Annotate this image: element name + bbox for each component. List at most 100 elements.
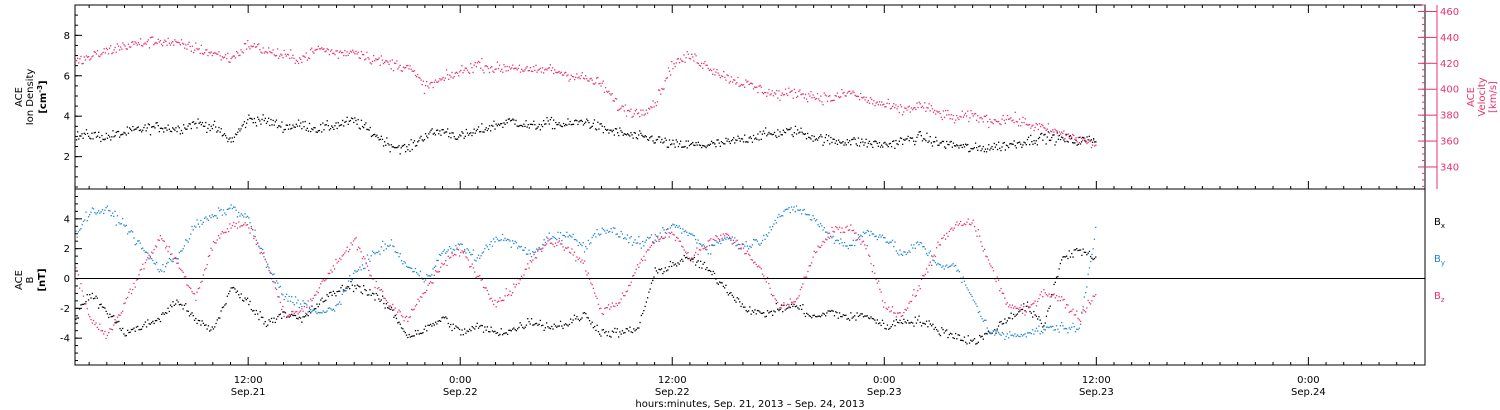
velocity-point (656, 101, 659, 103)
velocity-point (996, 121, 999, 123)
by-point (698, 243, 701, 245)
velocity-point (830, 100, 832, 102)
velocity-point (1044, 127, 1046, 129)
velocity-point (692, 56, 694, 58)
velocity-point (925, 110, 927, 112)
bz-point (405, 315, 408, 317)
by-point (831, 237, 833, 239)
by-point (387, 245, 389, 247)
velocity-point (1077, 136, 1079, 139)
velocity-point (419, 77, 421, 79)
bz-point (388, 305, 390, 307)
bz-point (1050, 296, 1053, 298)
density-point (597, 121, 599, 123)
velocity-point (1020, 125, 1022, 127)
density-point (469, 132, 471, 135)
density-point (413, 140, 416, 142)
by-point (363, 267, 365, 270)
bz-point (460, 251, 462, 254)
bx-point (908, 322, 910, 324)
density-point (440, 134, 442, 136)
density-point (527, 124, 529, 126)
bx-point (1030, 312, 1032, 314)
bz-point (640, 258, 642, 260)
velocity-point (122, 42, 124, 44)
bz-point (476, 275, 478, 278)
bz-point (301, 308, 303, 310)
density-point (772, 133, 775, 135)
by-point (636, 242, 639, 244)
bx-point (374, 299, 376, 301)
density-point (628, 134, 630, 136)
by-point (215, 215, 217, 217)
by-point (775, 222, 777, 224)
density-point (907, 135, 909, 138)
bz-point (592, 287, 594, 289)
bx-point (1040, 322, 1043, 325)
bz-point (782, 304, 784, 306)
bx-point (660, 268, 663, 270)
by-point (575, 238, 577, 241)
bz-point (539, 248, 541, 250)
bx-point (421, 332, 423, 335)
velocity-point (408, 68, 410, 70)
density-point (869, 143, 872, 145)
by-point (1000, 334, 1002, 336)
by-point (89, 214, 91, 216)
bz-point (1035, 305, 1038, 307)
by-point (241, 214, 244, 216)
velocity-point (503, 64, 505, 66)
density-point (104, 138, 106, 140)
bz-point (924, 273, 926, 275)
density-point (533, 120, 535, 122)
bx-point (1001, 323, 1003, 325)
bz-point (217, 235, 220, 237)
density-point (505, 119, 507, 121)
by-point (1082, 306, 1084, 308)
density-point (307, 130, 310, 132)
density-point (659, 136, 661, 138)
density-point (136, 127, 138, 129)
by-point (634, 239, 636, 241)
bz-point (231, 224, 234, 227)
by-point (158, 271, 160, 273)
bz-point (677, 237, 679, 239)
density-point (952, 142, 955, 144)
by-point (782, 215, 784, 217)
density-point (805, 138, 808, 140)
density-point (759, 131, 761, 133)
density-point (222, 134, 225, 136)
bx-point (382, 295, 384, 297)
bz-point (992, 270, 995, 272)
by-point (1048, 326, 1050, 329)
bz-point (1071, 310, 1073, 312)
velocity-point (596, 77, 598, 79)
by-point (228, 208, 230, 210)
by-point (355, 271, 357, 273)
density-point (974, 142, 977, 144)
bx-point (1069, 256, 1072, 258)
bx-point (171, 306, 173, 308)
by-point (561, 239, 563, 242)
velocity-point (115, 51, 117, 53)
by-point (157, 268, 159, 271)
velocity-point (733, 79, 735, 81)
bottom-panel-data (75, 204, 1097, 345)
bx-point (162, 312, 164, 314)
by-point (1064, 327, 1067, 330)
bx-point (582, 312, 584, 314)
bz-point (730, 239, 732, 241)
density-point (782, 129, 784, 131)
bx-point (163, 313, 165, 315)
bx-point (292, 314, 294, 317)
velocity-point (1087, 141, 1089, 143)
velocity-point (498, 64, 501, 66)
density-point (223, 133, 226, 135)
velocity-point (744, 86, 746, 88)
bx-point (140, 328, 143, 330)
by-point (696, 242, 698, 244)
bz-point (310, 298, 312, 300)
bz-point (570, 252, 572, 254)
bx-point (601, 329, 603, 331)
velocity-point (1035, 122, 1037, 125)
